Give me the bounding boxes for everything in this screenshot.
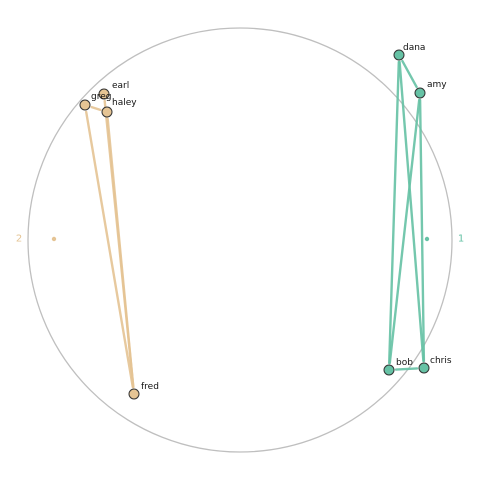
node-greg[interactable] [79,99,91,111]
edge-dana-amy [401,59,418,89]
group-label-1: 1 [458,234,464,245]
node-fred[interactable] [128,388,140,400]
node-bob[interactable] [383,364,395,376]
node-haley[interactable] [101,106,113,118]
boundary-circle [27,27,453,453]
node-label-earl: earl [112,81,129,91]
node-earl[interactable] [98,88,110,100]
edge-dana-chris [398,60,425,363]
edge-amy-chris [418,98,426,363]
node-label-chris: chris [430,356,452,366]
node-dana[interactable] [393,49,405,61]
edge-bob-chris [394,367,419,371]
group-anchor-dot-2 [51,236,57,242]
edge-dana-bob [388,60,400,365]
node-label-fred: fred [141,382,159,392]
edges-layer [84,59,426,389]
group-label-2: 2 [16,234,22,245]
edge-haley-fred [106,117,135,389]
edge-amy-bob [388,98,421,365]
node-amy[interactable] [414,87,426,99]
group-anchor-dot-1 [424,236,430,242]
node-label-bob: bob [396,358,413,368]
node-label-amy: amy [427,80,447,90]
node-label-dana: dana [403,43,425,53]
nodes-layer [79,49,430,400]
group-anchors-layer: 12 [16,234,464,245]
edge-greg-haley [90,105,102,112]
edge-greg-fred [84,110,135,389]
node-label-greg: greg [91,92,111,102]
node-label-haley: haley [112,98,137,108]
node-chris[interactable] [418,362,430,374]
